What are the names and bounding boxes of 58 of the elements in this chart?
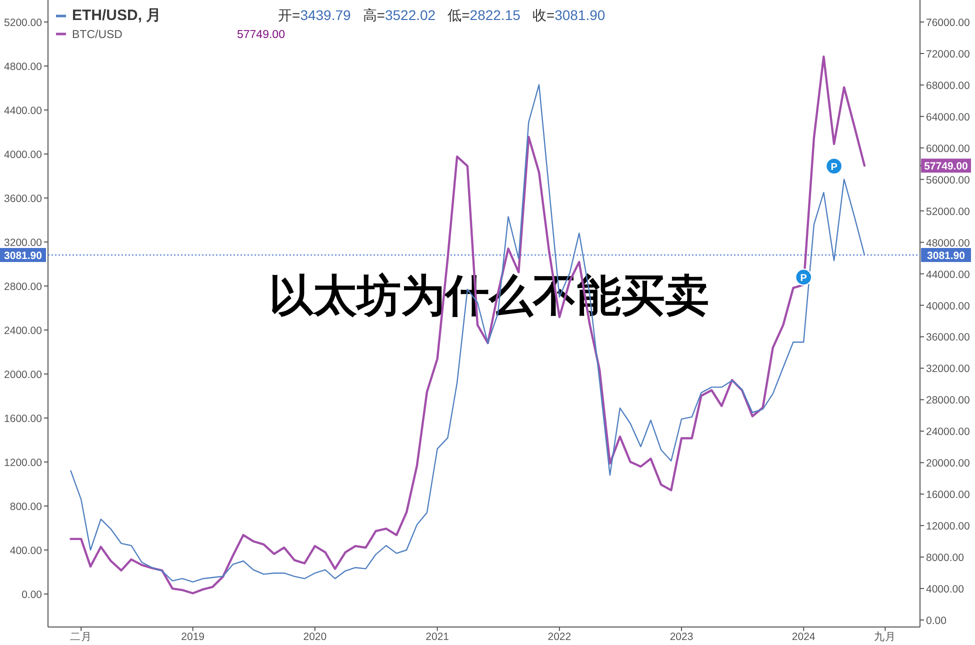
ref-line-label: 3081.90 [4,250,42,262]
y2-tick-label: 56000.00 [926,174,970,186]
x-tick-label: 2023 [670,631,694,643]
legend-item: ETH/USD, 月 [56,7,162,24]
y2-tick-label: 40000.00 [926,300,970,312]
y2-tick-label: 0.00 [926,614,947,627]
y-tick-label: 2400.00 [4,325,42,337]
y2-tick-label: 72000.00 [926,48,970,60]
x-tick-label: 2020 [303,631,327,643]
annotation: 收=3081.90 [532,7,606,23]
y2-tick-label: 28000.00 [926,394,970,407]
legend-item: BTC/USD [56,29,122,41]
y2-tick-label: 57749.00 [921,158,971,173]
y-tick-label: 1200.00 [4,457,42,469]
y-tick-label: 400.00 [10,545,42,557]
y2-tick-label: 64000.00 [926,111,970,124]
ref-label: 3081.90 [0,248,46,262]
y2-tick-label: 32000.00 [926,363,970,376]
annotation: 57749.00 [237,29,285,41]
y-tick-label: 3200.00 [4,237,42,249]
y2-tick-label: 57749.00 [924,160,968,173]
x-tick-label: 二月 [70,631,92,643]
y-tick-label: 1600.00 [4,413,42,425]
annotation: 高=3522.02 [362,7,436,23]
y2-tick-label: 16000.00 [926,489,970,502]
y2-tick-label: 12000.00 [926,520,970,533]
annotation: 低=2822.15 [448,7,520,23]
y2-tick-label: 36000.00 [926,332,970,344]
y-tick-label: 3600.00 [4,193,42,205]
y-tick-label: 2800.00 [4,281,42,293]
y2-tick-label: 60000.00 [926,142,970,155]
ref-label: 3081.90 [921,248,971,262]
legend-label: BTC/USD [72,29,122,41]
y-tick-label: 4000.00 [4,149,42,161]
y2-tick-label: 20000.00 [926,458,970,470]
legend-label: ETH/USD, 月 [72,7,162,24]
annotation: P [830,162,838,174]
x-tick-label: 2021 [426,631,450,643]
x-tick-label: 九月 [874,630,896,643]
y-tick-label: 4400.00 [4,105,42,117]
y2-tick-label: 68000.00 [926,80,970,92]
y-tick-label: 5200.00 [4,17,42,29]
x-tick-label: 2022 [548,631,572,643]
y2-tick-label: 24000.00 [926,426,970,438]
y-tick-label: 0.00 [22,589,42,601]
y-tick-label: 800.00 [10,501,42,513]
y2-tick-label: 8000.00 [926,552,964,564]
x-tick-label: 2019 [181,631,205,643]
annotation: P [800,273,808,284]
y2-tick-label: 44000.00 [926,268,970,281]
y-tick-label: 2000.00 [4,369,42,381]
y2-tick-label: 76000.00 [926,17,970,30]
y2-tick-label: 48000.00 [926,237,970,250]
y2-tick-label: 52000.00 [926,206,970,218]
y-tick-label: 4800.00 [4,61,42,73]
x-tick-label: 2024 [792,631,816,643]
y2-tick-label: 4000.00 [926,584,964,596]
annotation: 开=3439.79 [278,7,351,23]
